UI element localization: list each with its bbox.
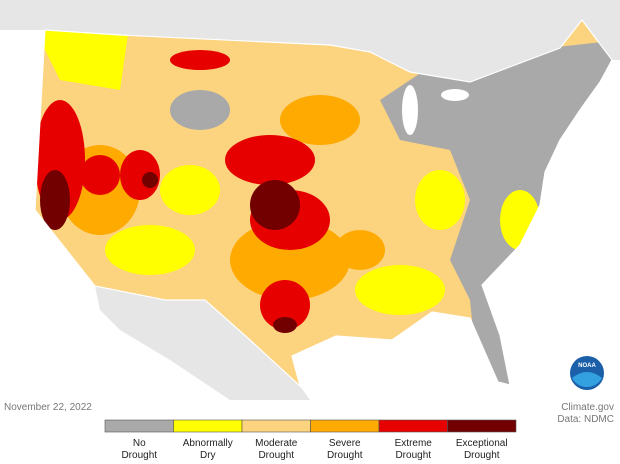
canada bbox=[0, 0, 620, 82]
credit: Climate.gov bbox=[561, 402, 614, 413]
legend-label: Drought bbox=[395, 450, 431, 461]
us-outline bbox=[34, 19, 613, 388]
legend-swatch bbox=[310, 419, 380, 433]
credit: Data: NDMC bbox=[557, 414, 614, 425]
legend-swatch bbox=[104, 419, 174, 433]
legend-label: No bbox=[133, 438, 146, 449]
noaa-logo-text: NOAA bbox=[578, 363, 596, 369]
legend-label: Drought bbox=[327, 450, 363, 461]
legend-label: Drought bbox=[258, 450, 294, 461]
legend-swatch bbox=[241, 419, 311, 433]
legend-label: Severe bbox=[329, 438, 361, 449]
mexico bbox=[95, 286, 310, 400]
lake bbox=[402, 85, 418, 135]
legend-swatch bbox=[447, 419, 517, 433]
legend-label: Drought bbox=[121, 450, 157, 461]
legend-swatch bbox=[173, 419, 243, 433]
legend-swatch bbox=[378, 419, 448, 433]
legend-label: Drought bbox=[464, 450, 500, 461]
legend-label: Extreme bbox=[395, 438, 433, 449]
noaa-logo-wave bbox=[572, 372, 602, 387]
date: November 22, 2022 bbox=[4, 402, 92, 413]
legend-label: Dry bbox=[200, 450, 216, 461]
legend-label: Moderate bbox=[255, 438, 298, 449]
legend-label: Abnormally bbox=[183, 438, 233, 449]
legend: NoDroughtAbnormallyDryModerateDroughtSev… bbox=[104, 419, 517, 461]
lake bbox=[441, 89, 469, 101]
drought-map: NOAA bbox=[0, 0, 620, 400]
legend-label: Exceptional bbox=[456, 438, 508, 449]
